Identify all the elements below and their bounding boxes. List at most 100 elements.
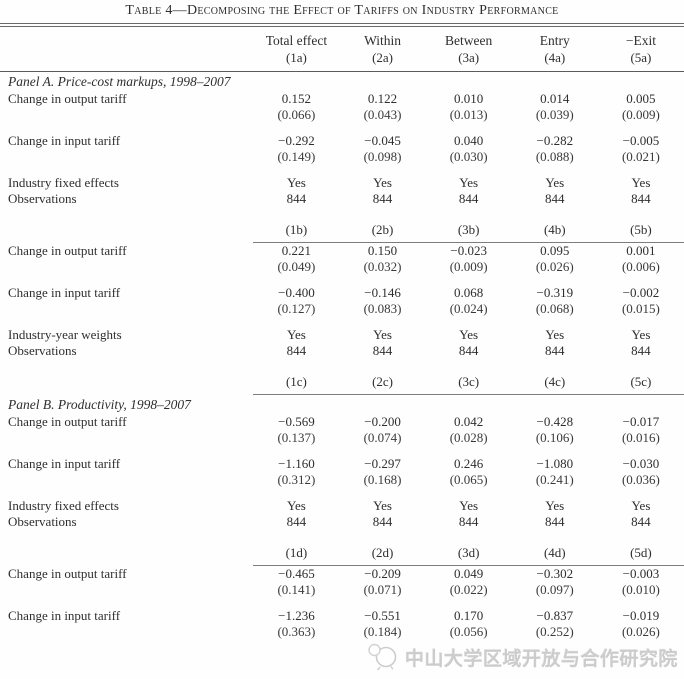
- row-label: Change in output tariff: [8, 565, 127, 581]
- empty-header-cell: [0, 49, 254, 72]
- coefficient-cell: −0.292: [278, 133, 315, 148]
- meta-row: Observations 844 844 844 844 844: [0, 191, 684, 207]
- standard-error-row: (0.127) (0.083) (0.024) (0.068) (0.015): [0, 301, 684, 327]
- coefficient-cell: −0.045: [364, 133, 401, 148]
- standard-error-cell: (0.021): [621, 149, 660, 164]
- meta-cell: 844: [458, 343, 479, 358]
- standard-error-row: (0.049) (0.032) (0.009) (0.026) (0.006): [0, 259, 684, 285]
- standard-error-cell: (0.013): [449, 107, 488, 122]
- coefficient-cell: 0.001: [626, 243, 656, 258]
- standard-error-cell: (0.026): [535, 259, 574, 274]
- column-id: (1d): [253, 543, 340, 566]
- meta-cell: Yes: [545, 175, 565, 190]
- standard-error-row: (0.141) (0.071) (0.022) (0.097) (0.010): [0, 582, 684, 608]
- section-ids-row: (1c) (2c) (3c) (4c) (5c): [0, 372, 684, 395]
- coefficient-row: Change in input tariff −0.292 −0.045 0.040 −…: [0, 133, 684, 149]
- coefficient-cell: 0.150: [367, 243, 398, 258]
- meta-cell: 844: [631, 191, 651, 206]
- coefficient-cell: 0.068: [454, 285, 484, 300]
- standard-error-cell: (0.009): [449, 259, 488, 274]
- standard-error-cell: (0.074): [363, 430, 402, 445]
- meta-cell: Yes: [545, 327, 565, 342]
- col-header-within: Within: [364, 33, 402, 48]
- table-header: Total effect Within Between Entry −Exit …: [0, 27, 684, 72]
- coefficient-cell: −0.569: [278, 414, 315, 429]
- column-id: (2a): [339, 49, 426, 72]
- meta-cell: 844: [372, 191, 393, 206]
- meta-cell: 844: [545, 343, 565, 358]
- row-label: Observations: [8, 343, 77, 358]
- row-label: Change in input tariff: [8, 608, 121, 623]
- standard-error-cell: (0.184): [363, 624, 402, 639]
- standard-error-cell: (0.006): [621, 259, 660, 274]
- standard-error-cell: (0.016): [621, 430, 660, 445]
- standard-error-cell: (0.039): [535, 107, 574, 122]
- col-header-total-effect: Total effect: [265, 33, 328, 48]
- row-label: Industry fixed effects: [8, 175, 119, 190]
- spacer-cell: [0, 530, 684, 543]
- column-id: (2b): [339, 220, 426, 243]
- coefficient-cell: 0.005: [626, 91, 656, 106]
- column-id: (5b): [597, 220, 684, 243]
- top-double-rule: [0, 23, 684, 27]
- standard-error-cell: (0.137): [277, 430, 316, 445]
- empty-cell: [0, 582, 253, 608]
- col-header-minus-exit: −Exit: [625, 33, 656, 48]
- coefficient-cell: 0.095: [540, 243, 570, 258]
- row-label: Change in input tariff: [8, 456, 121, 471]
- coefficient-cell: −0.837: [536, 608, 574, 623]
- meta-cell: Yes: [545, 498, 565, 513]
- coefficient-cell: −0.465: [278, 566, 315, 581]
- col-header-entry: Entry: [539, 33, 570, 48]
- standard-error-cell: (0.149): [277, 149, 316, 164]
- row-label: Change in input tariff: [8, 133, 121, 148]
- standard-error-cell: (0.028): [449, 430, 488, 445]
- standard-error-row: (0.149) (0.098) (0.030) (0.088) (0.021): [0, 149, 684, 175]
- standard-error-cell: (0.127): [277, 301, 316, 316]
- coefficient-row: Change in output tariff −0.569 −0.200 0.042…: [0, 414, 684, 430]
- meta-cell: 844: [286, 191, 307, 206]
- column-id: (2d): [339, 543, 426, 566]
- meta-cell: Yes: [631, 175, 651, 190]
- coefficient-cell: −1.160: [278, 456, 315, 471]
- standard-error-cell: (0.068): [535, 301, 574, 316]
- standard-error-cell: (0.071): [363, 582, 402, 597]
- meta-cell: Yes: [459, 175, 479, 190]
- row-label: Observations: [8, 514, 77, 529]
- column-id: (3a): [425, 49, 512, 72]
- coefficient-cell: −0.400: [278, 285, 315, 300]
- standard-error-cell: (0.106): [535, 430, 574, 445]
- standard-error-cell: (0.363): [277, 624, 316, 639]
- row-label: Observations: [8, 191, 77, 206]
- coefficient-cell: −0.428: [536, 414, 574, 429]
- coefficient-cell: 0.042: [454, 414, 484, 429]
- column-id: (5a): [597, 49, 684, 72]
- meta-cell: 844: [458, 191, 479, 206]
- coefficient-cell: −0.030: [622, 456, 660, 471]
- column-id: (2c): [339, 372, 426, 395]
- panel-title-row: Panel B. Productivity, 1998–2007: [0, 395, 684, 415]
- coefficient-cell: −0.319: [536, 285, 574, 300]
- section-spacer-row: [0, 530, 684, 543]
- standard-error-row: (0.137) (0.074) (0.028) (0.106) (0.016): [0, 430, 684, 456]
- column-id: (5c): [597, 372, 684, 395]
- empty-cell: [0, 259, 253, 285]
- meta-cell: Yes: [631, 498, 651, 513]
- coefficient-cell: −0.002: [622, 285, 660, 300]
- coefficient-cell: 0.040: [454, 133, 484, 148]
- standard-error-cell: (0.026): [621, 624, 660, 639]
- standard-error-cell: (0.098): [363, 149, 402, 164]
- standard-error-cell: (0.066): [277, 107, 316, 122]
- column-id: (1b): [253, 220, 340, 243]
- coefficient-cell: 0.170: [454, 608, 484, 623]
- standard-error-row: (0.363) (0.184) (0.056) (0.252) (0.026): [0, 624, 684, 650]
- standard-error-cell: (0.032): [363, 259, 402, 274]
- panel-title: Panel B. Productivity, 1998–2007: [8, 397, 191, 412]
- coefficient-cell: −1.080: [536, 456, 574, 471]
- coefficient-cell: −0.209: [364, 566, 401, 581]
- meta-cell: 844: [286, 514, 307, 529]
- column-id: (4c): [511, 372, 598, 395]
- chat-bubbles-logo-icon: [368, 643, 397, 671]
- empty-cell: [0, 472, 253, 498]
